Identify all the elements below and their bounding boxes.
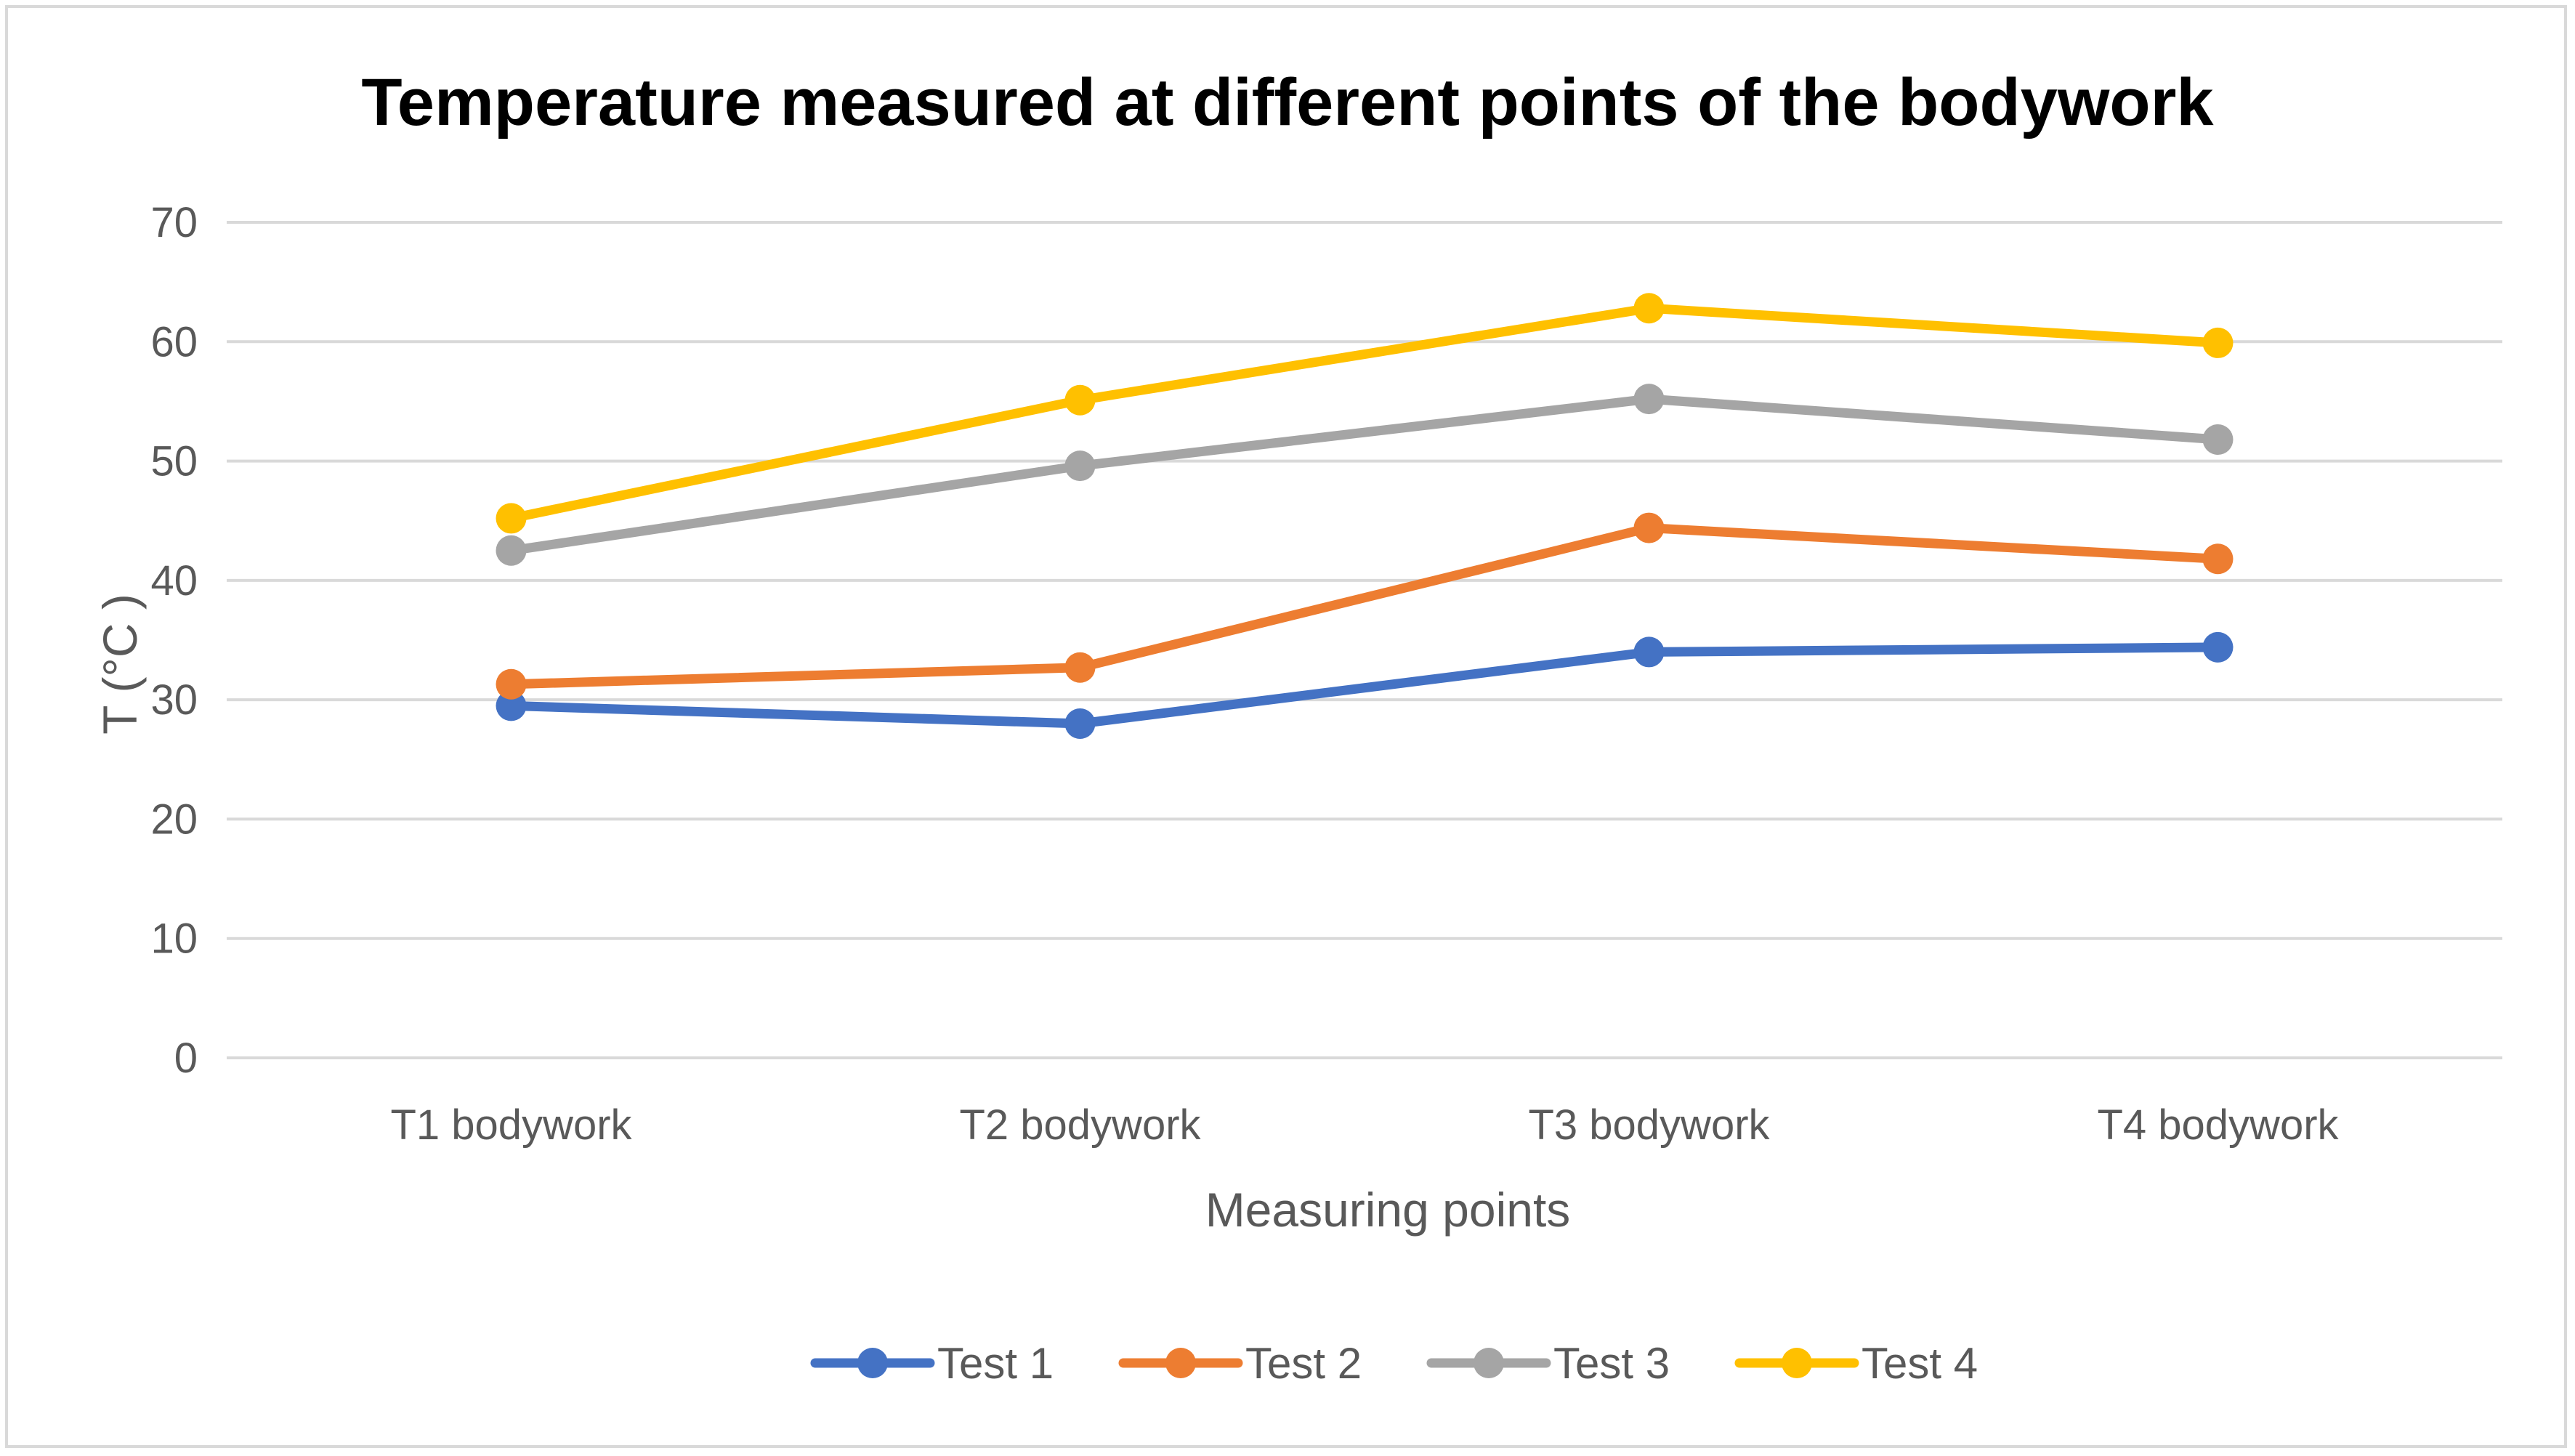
gridlines <box>227 221 2502 1059</box>
data-point <box>2202 631 2234 663</box>
data-point <box>496 690 527 721</box>
y-tick-label: 70 <box>150 199 198 246</box>
y-axis-tick-labels: 0 10 20 30 40 50 60 70 <box>150 199 198 1082</box>
data-point <box>1633 293 1665 324</box>
data-point <box>1064 450 1096 482</box>
x-tick-label: T3 bodywork <box>1528 1101 1770 1149</box>
y-tick-label: 10 <box>150 915 198 963</box>
legend-swatch-marker <box>857 1348 888 1378</box>
y-tick-label: 0 <box>174 1035 198 1082</box>
y-tick-label: 60 <box>150 318 198 365</box>
series-test-2 <box>496 512 2234 700</box>
data-point <box>496 535 527 566</box>
data-point <box>496 503 527 534</box>
legend-entry: Test 1 <box>810 1339 1054 1388</box>
series-line <box>506 394 2223 556</box>
legend-label: Test 3 <box>1553 1339 1670 1388</box>
series-line <box>506 303 2223 523</box>
y-tick-label: 20 <box>150 796 198 843</box>
data-point <box>496 668 527 700</box>
legend-swatch-marker <box>1165 1348 1196 1378</box>
legend-label: Test 2 <box>1245 1339 1362 1388</box>
chart-title: Temperature measured at different points… <box>361 65 2214 139</box>
legend-entry: Test 2 <box>1118 1339 1362 1388</box>
y-tick-label: 30 <box>150 676 198 724</box>
legend-label: Test 1 <box>937 1339 1054 1388</box>
data-point <box>1633 636 1665 668</box>
y-tick-label: 40 <box>150 557 198 604</box>
y-tick-label: 50 <box>150 438 198 485</box>
legend-entry: Test 3 <box>1426 1339 1670 1388</box>
data-point <box>2202 327 2234 358</box>
legend-label: Test 4 <box>1861 1339 1978 1388</box>
data-point <box>1633 512 1665 543</box>
data-point <box>1633 384 1665 415</box>
series-test-1 <box>496 631 2234 739</box>
series-test-4 <box>496 293 2234 534</box>
legend: Test 1 Test 2 Test 3 Test 4 <box>810 1339 1978 1388</box>
x-tick-label: T1 bodywork <box>390 1101 632 1149</box>
series-line <box>506 523 2223 689</box>
series-line <box>506 642 2223 729</box>
data-point <box>2202 424 2234 455</box>
x-tick-label: T4 bodywork <box>2097 1101 2339 1149</box>
legend-entry: Test 4 <box>1734 1339 1978 1388</box>
series-test-3 <box>496 384 2234 566</box>
x-axis-title: Measuring points <box>1205 1183 1571 1237</box>
data-point <box>1064 652 1096 683</box>
data-point <box>1064 708 1096 739</box>
x-axis-tick-labels: T1 bodywork T2 bodywork T3 bodywork T4 body… <box>390 1101 2339 1149</box>
x-tick-label: T2 bodywork <box>959 1101 1201 1149</box>
data-point <box>1064 384 1096 416</box>
chart-frame <box>5 5 2567 1448</box>
y-axis-title: T (°C ) <box>93 594 147 735</box>
data-series <box>496 293 2234 739</box>
legend-swatch-marker <box>1782 1348 1812 1378</box>
legend-swatch-marker <box>1474 1348 1504 1378</box>
data-point <box>2202 543 2234 575</box>
